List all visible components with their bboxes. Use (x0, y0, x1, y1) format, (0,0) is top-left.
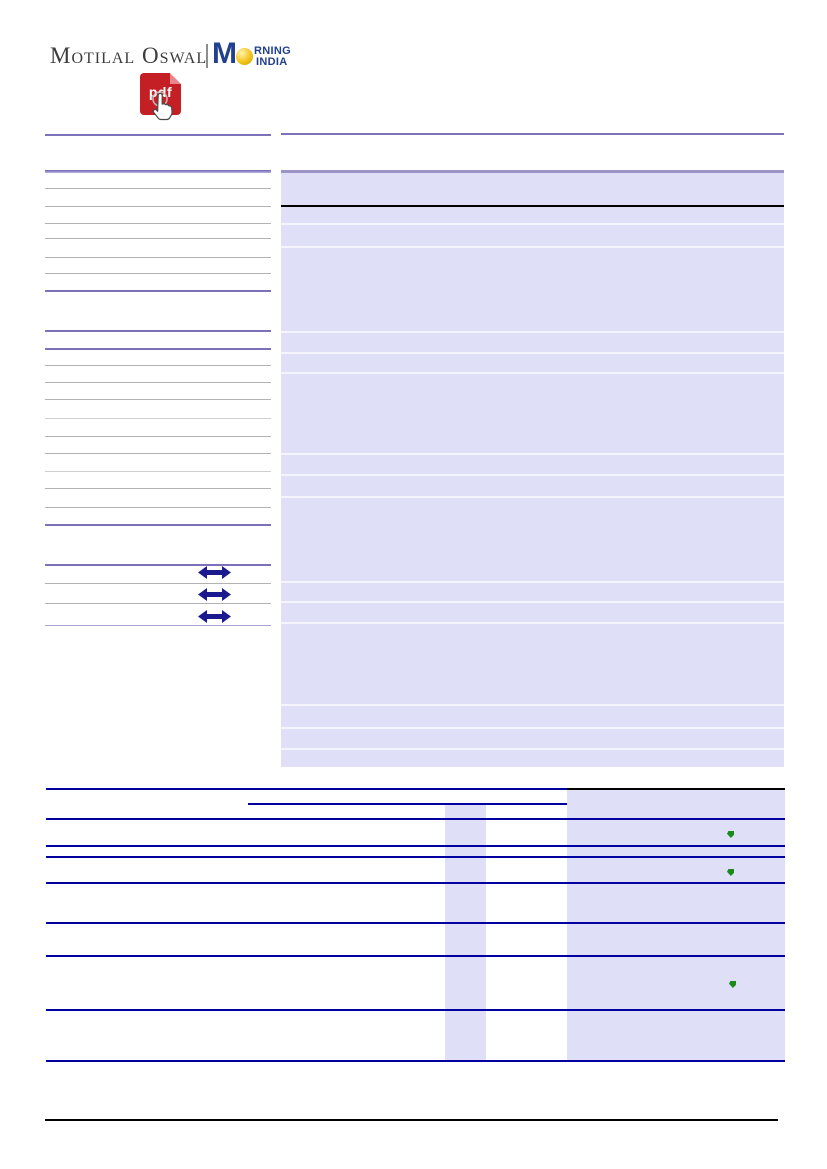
sidebar-rule (45, 170, 271, 173)
content-row-separator (281, 223, 784, 225)
motilal-oswal-wordmark: Motilal Oswal (50, 43, 208, 68)
table-row-line (46, 845, 785, 847)
sidebar-rule (45, 348, 271, 350)
sidebar-rule (45, 134, 271, 136)
sidebar-rule (45, 625, 271, 627)
table-top-rule (46, 788, 785, 790)
double-arrow-icon (198, 566, 231, 579)
morning-india-logo-india: INDIA (256, 56, 288, 68)
sidebar-rule (45, 238, 271, 240)
content-row-separator (281, 331, 784, 333)
double-arrow-icon (198, 610, 231, 623)
sun-icon (236, 48, 253, 65)
sidebar-rule (45, 488, 271, 490)
sidebar-rule (45, 471, 271, 473)
positive-change-icon (727, 831, 734, 838)
sidebar-rule (45, 273, 271, 275)
positive-change-icon (727, 869, 734, 876)
table-row-line (46, 882, 785, 884)
sidebar-rule (45, 365, 271, 367)
content-row-separator (281, 453, 784, 455)
sidebar-rule (45, 418, 271, 420)
content-row-separator (281, 748, 784, 750)
content-header-divider (281, 205, 784, 207)
sidebar-rule (45, 583, 271, 585)
table-bottom-rule (46, 1060, 785, 1062)
table-row-line (46, 818, 785, 820)
pdf-folded-corner-icon (170, 73, 181, 84)
table-row-line (46, 1009, 785, 1011)
sidebar-rule (45, 223, 271, 225)
content-row-separator (281, 372, 784, 374)
sidebar-rule (45, 524, 271, 526)
table-column-highlight (567, 788, 785, 1060)
sidebar-rule (45, 453, 271, 455)
content-row-separator (281, 496, 784, 498)
content-row-separator (281, 352, 784, 354)
sidebar-rule (45, 399, 271, 401)
sidebar-rule (45, 257, 271, 259)
sidebar-rule (45, 330, 271, 332)
content-row-separator (281, 246, 784, 248)
morning-india-logo-rning: RNING (254, 45, 291, 57)
content-top-rule (281, 133, 784, 135)
table-row-line (46, 922, 785, 924)
pdf-download-button[interactable]: pdf (140, 73, 181, 121)
content-row-separator (281, 581, 784, 583)
content-placeholder-block (281, 170, 784, 767)
positive-change-icon (729, 981, 736, 988)
sidebar-rule (45, 206, 271, 208)
sidebar-rule (45, 436, 271, 438)
table-row-line (46, 955, 785, 957)
table-subheader-rule (248, 803, 567, 805)
logo-divider (206, 44, 208, 68)
sidebar-rule (45, 507, 271, 509)
hand-cursor-icon (152, 91, 173, 121)
sidebar-rule (45, 603, 271, 605)
morning-india-logo-m: M (212, 37, 237, 70)
content-row-separator (281, 601, 784, 603)
double-arrow-icon (198, 588, 231, 601)
footer-rule (45, 1119, 778, 1121)
content-row-separator (281, 622, 784, 624)
sidebar-rule (45, 564, 271, 566)
sidebar-rule (45, 382, 271, 384)
table-top-rule-black-segment (567, 788, 785, 790)
table-row-line (46, 856, 785, 858)
content-row-separator (281, 474, 784, 476)
content-row-separator (281, 727, 784, 729)
sidebar-rule (45, 188, 271, 190)
table-column-highlight (445, 804, 486, 1060)
sidebar-rule (45, 290, 271, 292)
content-row-separator (281, 704, 784, 706)
